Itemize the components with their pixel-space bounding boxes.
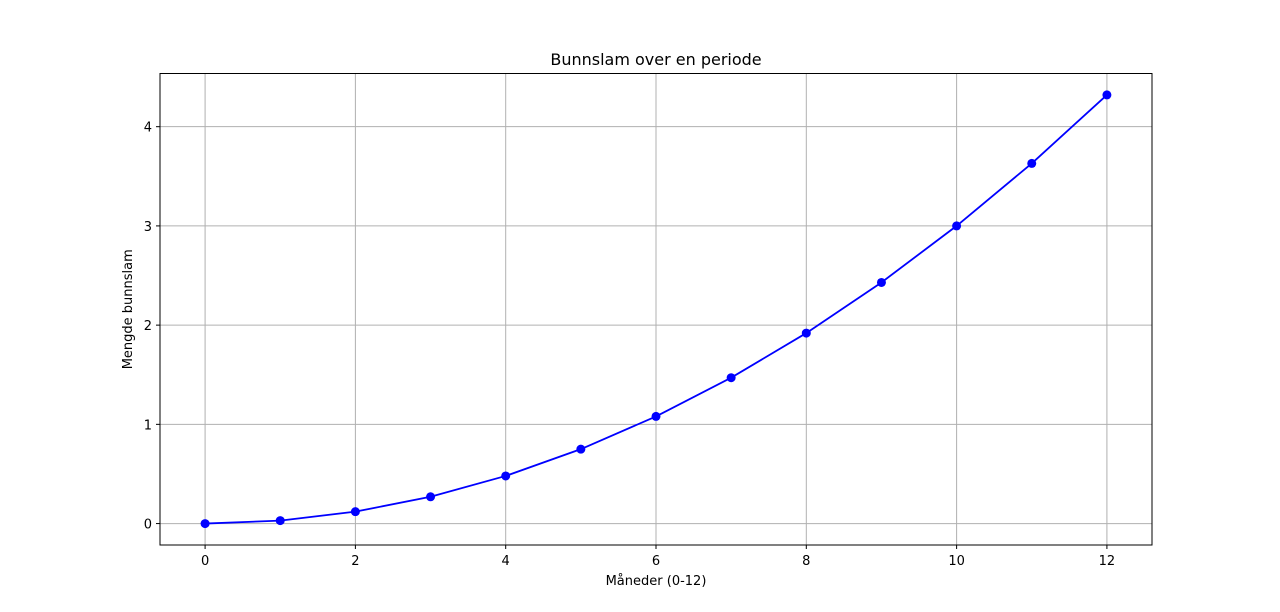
data-point [350, 507, 360, 517]
data-point [275, 516, 285, 526]
data-point [876, 277, 886, 287]
x-tick-label: 10 [948, 554, 965, 569]
data-point [576, 444, 586, 454]
y-axis-label: Mengde bunnslam [121, 249, 136, 369]
x-tick-label: 2 [351, 554, 359, 569]
x-tick-label: 4 [502, 554, 510, 569]
data-point [501, 471, 511, 481]
y-tick-label: 4 [144, 121, 152, 136]
series-layer [200, 90, 1112, 529]
y-tick-label: 3 [144, 220, 152, 235]
y-tick-label: 0 [144, 518, 152, 533]
data-point [1027, 158, 1037, 168]
data-point [952, 221, 962, 231]
x-tick-label: 0 [201, 554, 209, 569]
data-point [200, 519, 210, 529]
x-tick-label: 12 [1099, 554, 1116, 569]
chart-title: Bunnslam over en periode [550, 50, 761, 69]
x-axis-label: Måneder (0-12) [606, 574, 707, 589]
data-point [1102, 90, 1112, 100]
y-tick-label: 1 [144, 418, 152, 433]
data-point [651, 411, 661, 421]
x-tick-label: 6 [652, 554, 660, 569]
y-tick-label: 2 [144, 319, 152, 334]
data-point [726, 373, 736, 383]
data-point [801, 328, 811, 338]
grid-lines [160, 73, 1152, 545]
x-tick-label: 8 [802, 554, 810, 569]
data-point [426, 492, 436, 502]
